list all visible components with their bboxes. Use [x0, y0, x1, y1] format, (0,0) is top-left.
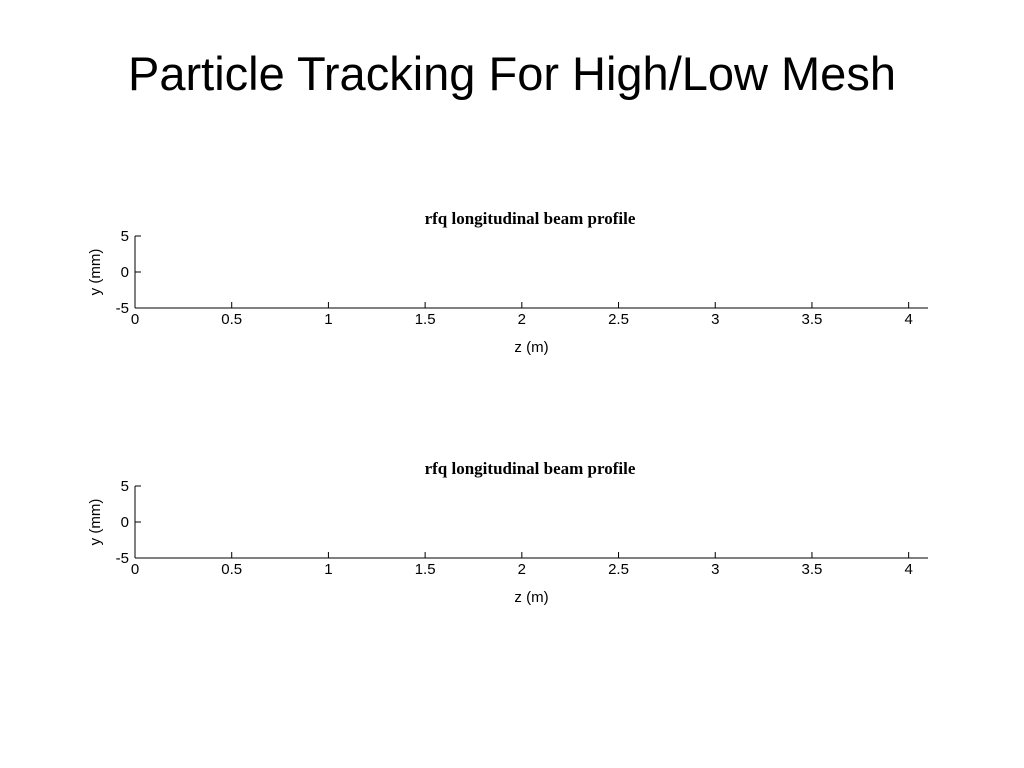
x-tick-label: 3 [711, 311, 719, 328]
x-tick-label: 3 [711, 561, 719, 578]
chart-bottom: rfq longitudinal beam profile 0 0.5 1 1.5 2 2.… [87, 459, 928, 606]
x-tick-label: 2.5 [608, 311, 629, 328]
x-tick-label: 1.5 [415, 311, 436, 328]
x-tick-label: 2.5 [608, 561, 629, 578]
chart-title: rfq longitudinal beam profile [425, 459, 636, 478]
chart-top: rfq longitudinal beam profile 0 0.5 1 1.5 2 2.… [87, 209, 928, 356]
x-axis-label: z (m) [514, 589, 548, 606]
y-axis-label: y (mm) [87, 249, 104, 296]
x-axis-label: z (m) [514, 339, 548, 356]
y-tick-label: 0 [121, 264, 129, 281]
x-tick-label: 0 [131, 561, 139, 578]
x-tick-label: 4 [904, 311, 912, 328]
x-tick-label: 2 [518, 561, 526, 578]
x-tick-label: 2 [518, 311, 526, 328]
x-tick-label: 0 [131, 311, 139, 328]
x-tick-label: 3.5 [802, 311, 823, 328]
y-tick-label: 5 [121, 228, 129, 245]
y-tick-label: -5 [116, 300, 129, 317]
x-tick-label: 3.5 [802, 561, 823, 578]
chart-title: rfq longitudinal beam profile [425, 209, 636, 228]
x-tick-label: 0.5 [221, 561, 242, 578]
x-tick-label: 0.5 [221, 311, 242, 328]
x-tick-label: 1 [324, 311, 332, 328]
y-tick-label: -5 [116, 550, 129, 567]
y-axis-label: y (mm) [87, 499, 104, 546]
x-tick-label: 4 [904, 561, 912, 578]
x-tick-label: 1.5 [415, 561, 436, 578]
y-tick-label: 5 [121, 478, 129, 495]
chart-panel-top: rfq longitudinal beam profile 0 0.5 1 1.5 2 2.… [70, 200, 950, 370]
slide-title: Particle Tracking For High/Low Mesh [128, 47, 896, 100]
chart-panel-bottom: rfq longitudinal beam profile 0 0.5 1 1.5 2 2.… [70, 450, 950, 620]
y-tick-label: 0 [121, 514, 129, 531]
x-tick-label: 1 [324, 561, 332, 578]
